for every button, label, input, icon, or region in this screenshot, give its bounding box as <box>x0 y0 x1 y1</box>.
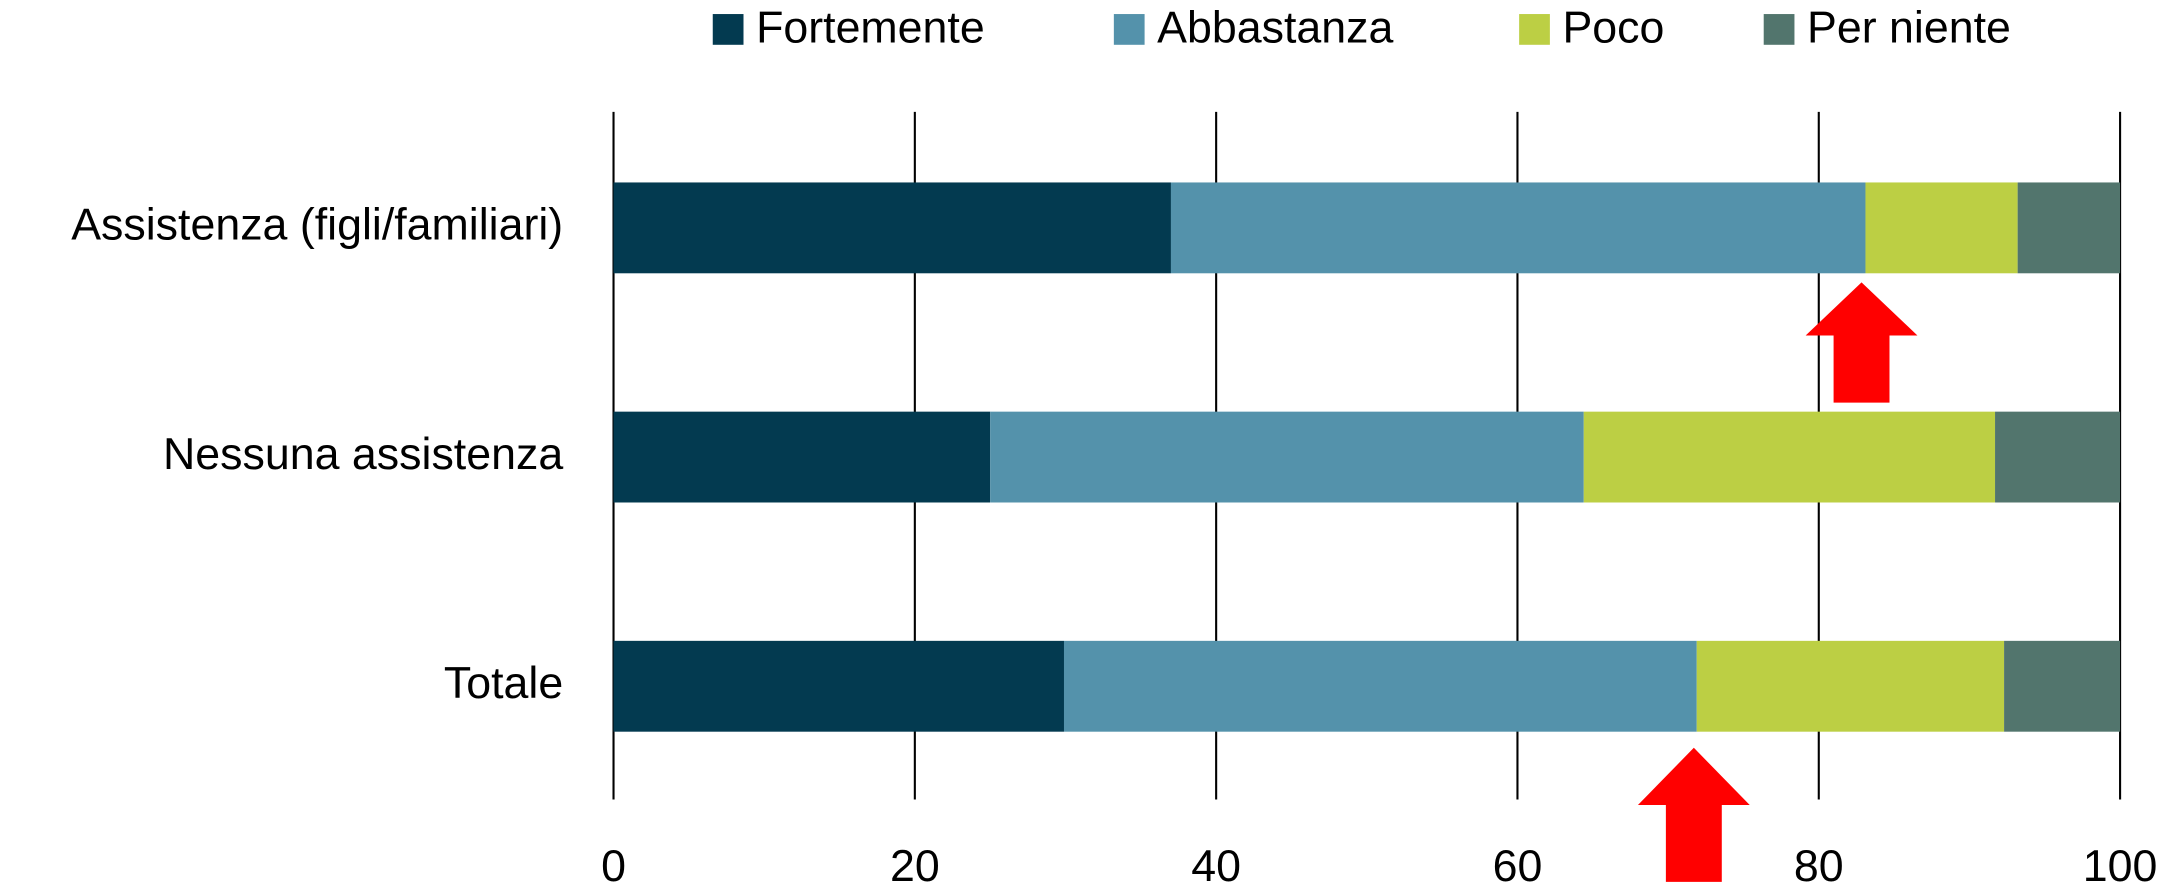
red-arrow <box>1805 282 1918 403</box>
bar-segment <box>1865 182 2018 274</box>
legend-swatch <box>1763 14 1795 45</box>
legend-swatch <box>1519 14 1550 45</box>
bar-segment <box>613 182 1171 274</box>
legend-swatch <box>1113 14 1145 45</box>
x-tick-label: 0 <box>601 842 626 882</box>
bar-segment <box>613 411 991 503</box>
bar-segment <box>1696 640 2005 732</box>
legend-label: Poco <box>1562 4 1664 53</box>
y-tick-label: Totale <box>444 659 563 708</box>
bar-segment <box>2004 640 2121 732</box>
red-arrow <box>1637 747 1750 882</box>
x-tick-label: 60 <box>1493 842 1543 882</box>
x-tick-label: 20 <box>890 842 940 882</box>
bar-segment <box>1063 640 1697 732</box>
legend-swatch <box>712 14 744 45</box>
bar-segment <box>2017 182 2121 274</box>
annotation-arrows <box>1637 282 1918 882</box>
y-tick-label: Assistenza (figli/familiari) <box>71 201 563 250</box>
x-tick-label: 40 <box>1191 842 1241 882</box>
bar-segment <box>1170 182 1866 274</box>
legend-label: Fortemente <box>756 4 985 53</box>
x-tick-label: 80 <box>1794 842 1844 882</box>
bar-segment <box>990 411 1584 503</box>
x-tick-label: 100 <box>2083 842 2158 882</box>
bar-segment <box>1583 411 1996 503</box>
y-tick-label: Nessuna assistenza <box>163 430 563 479</box>
legend-label: Abbastanza <box>1157 4 1393 53</box>
legend-label: Per niente <box>1807 4 2011 53</box>
bar-segment <box>1995 411 2121 503</box>
bar-segment <box>613 640 1064 732</box>
